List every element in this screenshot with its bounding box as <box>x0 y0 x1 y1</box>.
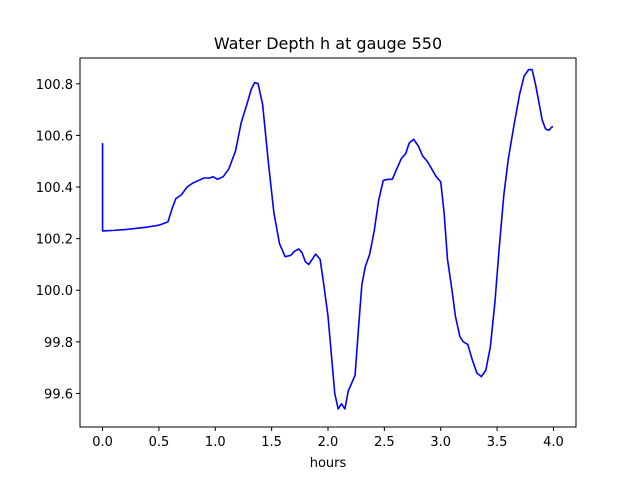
plot-area <box>101 68 554 410</box>
plot-frame <box>79 57 577 428</box>
x-tick-label: 1.5 <box>261 435 282 450</box>
x-tick-label: 4.0 <box>543 435 564 450</box>
x-tick-label: 0.5 <box>149 435 170 450</box>
y-tick-label: 100.8 <box>36 78 73 93</box>
y-tick-label: 100.0 <box>36 284 73 299</box>
y-tick-label: 99.8 <box>44 336 73 351</box>
x-tick-label: 1.0 <box>205 435 226 450</box>
x-axis-label: hours <box>310 456 347 471</box>
series-line <box>101 68 554 410</box>
x-tick-label: 3.5 <box>487 435 508 450</box>
y-tick-label: 100.4 <box>36 181 73 196</box>
x-tick-label: 3.0 <box>430 435 451 450</box>
chart-title: Water Depth h at gauge 550 <box>214 34 442 53</box>
y-axis: 99.6 99.8 100.0 100.2 100.4 100.6 100.8 <box>36 78 80 402</box>
x-tick-label: 2.0 <box>318 435 339 450</box>
x-axis: 0.0 0.5 1.0 1.5 2.0 2.5 3.0 3.5 4.0 <box>92 427 564 450</box>
y-tick-label: 100.6 <box>36 129 73 144</box>
x-tick-label: 0.0 <box>92 435 113 450</box>
y-tick-label: 99.6 <box>44 387 73 402</box>
x-tick-label: 2.5 <box>374 435 395 450</box>
y-tick-label: 100.2 <box>36 233 73 248</box>
